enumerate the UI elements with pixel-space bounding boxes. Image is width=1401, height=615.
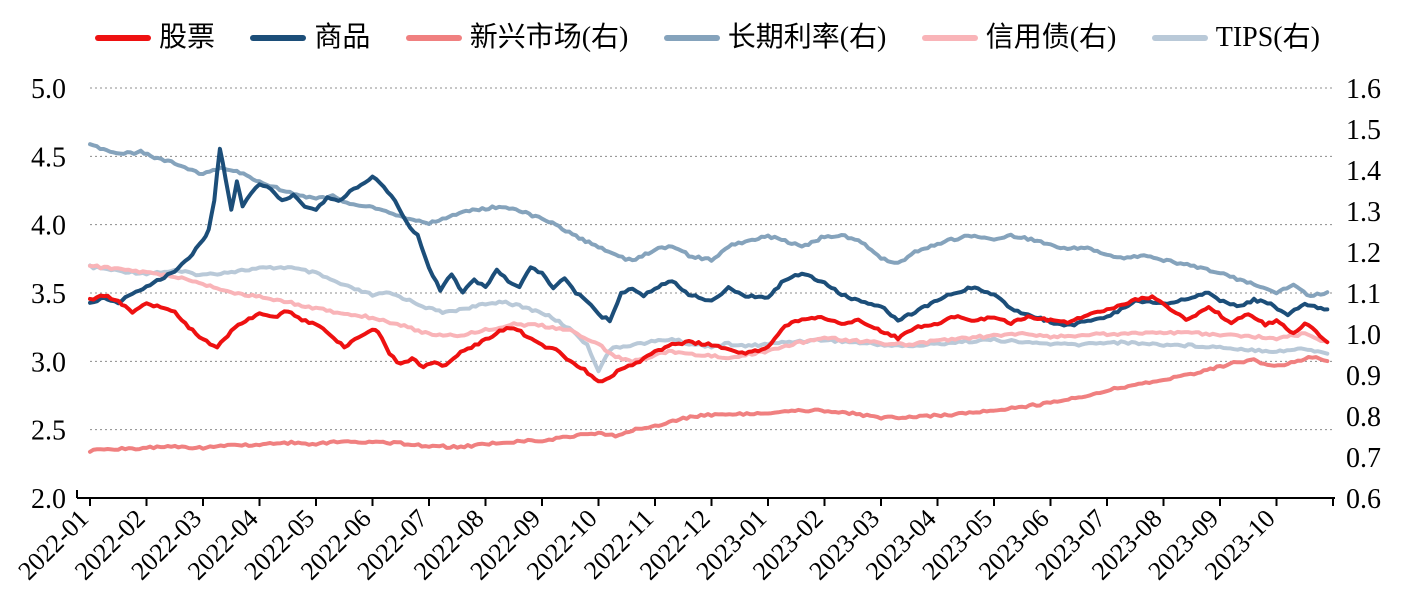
left-axis-label: 2.5 — [31, 416, 66, 447]
legend-label: TIPS(右) — [1215, 22, 1320, 53]
left-axis-labels: 5.0 4.5 4.0 3.5 3.0 2.5 2.0 — [31, 74, 66, 515]
legend-swatch-icon — [250, 35, 307, 41]
axes — [76, 490, 1335, 506]
x-axis-labels: 2022-012022-022022-032022-042022-052022-… — [12, 504, 1280, 586]
series-line-新兴市场(右) — [88, 355, 1330, 454]
right-axis-label: 1.6 — [1346, 74, 1381, 105]
data-series — [88, 142, 1330, 454]
left-axis-label: 3.5 — [31, 279, 66, 310]
legend-swatch-icon — [95, 35, 151, 41]
left-axis-label: 3.0 — [31, 347, 66, 378]
right-axis-label: 0.8 — [1346, 402, 1381, 433]
right-axis-labels: 1.6 1.5 1.4 1.3 1.2 1.1 1.0 0.9 0.8 0.7 0.6 — [1346, 74, 1381, 515]
legend-label: 股票 — [159, 22, 216, 53]
left-axis-label: 5.0 — [31, 74, 66, 105]
legend-label: 信用债(右) — [985, 22, 1117, 53]
series-line-信用债(右) — [88, 263, 1330, 364]
right-axis-label: 1.5 — [1346, 115, 1381, 146]
legend-item: 新兴市场(右) — [405, 22, 629, 53]
series-line-长期利率(右) — [88, 142, 1330, 298]
legend-swatch-icon — [1151, 35, 1208, 41]
legend-item: 长期利率(右) — [663, 22, 887, 53]
series-line-股票 — [88, 293, 1330, 384]
legend-label: 新兴市场(右) — [469, 22, 629, 53]
legend-item: 信用债(右) — [921, 22, 1117, 53]
right-axis-label: 0.7 — [1346, 443, 1381, 474]
chart-legend: 股票 商品 新兴市场(右) 长期利率(右) 信用债(右) TIPS(右) — [95, 18, 1320, 58]
right-axis-label: 1.2 — [1346, 238, 1381, 269]
right-axis-label: 1.3 — [1346, 197, 1381, 228]
left-axis-label: 4.0 — [31, 211, 66, 242]
left-axis-label: 2.0 — [31, 484, 66, 515]
legend-swatch-icon — [663, 35, 720, 41]
left-axis-label: 4.5 — [31, 142, 66, 173]
right-axis-label: 0.6 — [1346, 484, 1381, 515]
right-axis-label: 1.1 — [1346, 279, 1381, 310]
right-axis-label: 1.4 — [1346, 156, 1381, 187]
legend-item: 商品 — [250, 24, 370, 52]
legend-swatch-icon — [921, 35, 978, 41]
right-axis-label: 1.0 — [1346, 320, 1381, 351]
legend-swatch-icon — [405, 35, 462, 41]
legend-item: 股票 — [95, 24, 215, 52]
right-axis-label: 0.9 — [1346, 361, 1381, 392]
legend-item: TIPS(右) — [1151, 22, 1320, 53]
series-line-商品 — [88, 146, 1330, 328]
legend-label: 商品 — [314, 22, 371, 53]
gridlines — [90, 87, 1333, 431]
legend-label: 长期利率(右) — [727, 22, 887, 53]
